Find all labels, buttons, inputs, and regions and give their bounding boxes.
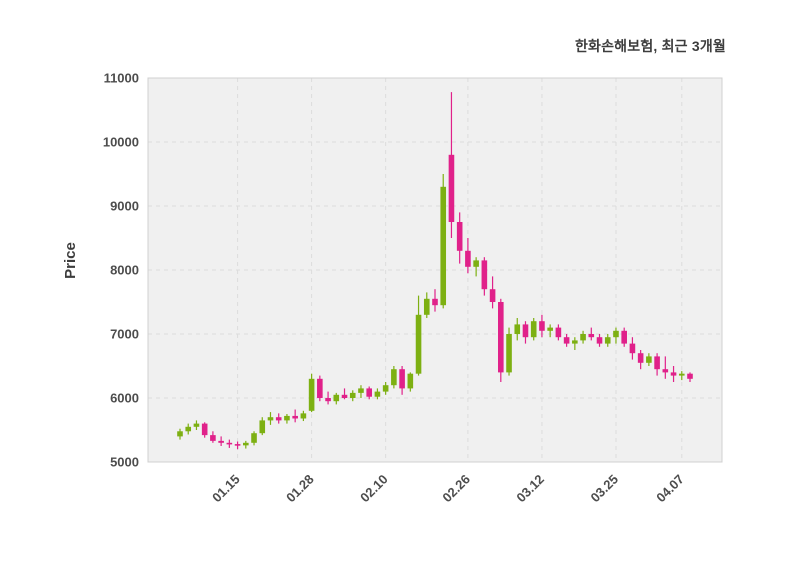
candle-body-up [382, 385, 389, 392]
candle-body-up [177, 431, 183, 437]
plot-border [147, 77, 723, 463]
candle-body-up [646, 356, 652, 363]
candle-body-down [210, 435, 216, 441]
candle-body-down [432, 298, 438, 306]
candle-body-up [423, 298, 430, 315]
candle-body-down [341, 394, 348, 398]
candle-body-up [440, 186, 447, 306]
candle-body-down [226, 442, 233, 445]
candle-body-down [596, 337, 603, 344]
candle-body-down [201, 423, 208, 436]
candle-body-up [284, 415, 290, 421]
candle-body-down [522, 324, 529, 338]
candle-body-down [555, 327, 562, 338]
candle-body-up [473, 260, 479, 267]
candle-body-down [588, 334, 595, 338]
candle-body-down [621, 330, 627, 344]
plot-background [148, 78, 722, 462]
x-tick-label: 01.28 [283, 472, 317, 506]
candle-body-up [185, 426, 192, 432]
candle-body-up [613, 330, 619, 338]
candle-body-up [374, 391, 381, 397]
candle-body-down [654, 356, 660, 370]
candle-body-up [358, 388, 364, 393]
y-tick-label: 5000 [110, 455, 139, 470]
candle-body-up [678, 373, 685, 376]
candle-body-up [259, 420, 266, 434]
candle-body-down [687, 373, 693, 379]
candle-body-up [514, 324, 521, 334]
candle-body-down [481, 260, 488, 290]
candle-body-down [399, 369, 405, 389]
candle-body-down [317, 378, 323, 398]
candle-body-up [547, 327, 553, 331]
x-tick-label: 03.12 [513, 472, 547, 506]
y-tick-label: 8000 [110, 263, 139, 278]
candle-body-down [498, 302, 504, 373]
y-tick-label: 10000 [103, 135, 139, 150]
candle-body-down [292, 415, 298, 419]
candle-body-down [448, 154, 455, 222]
y-tick-label: 11000 [104, 71, 139, 86]
candle-body-up [300, 413, 307, 419]
candle-body-up [251, 433, 257, 443]
candle-body-up [267, 417, 274, 421]
x-tick-label: 02.10 [357, 472, 391, 506]
candle-body-up [415, 314, 422, 374]
candle-body-up [506, 334, 512, 373]
candle-body-down [637, 353, 644, 363]
candle-body-up [572, 340, 578, 344]
x-tick-label: 02.26 [439, 472, 473, 506]
candle-body-up [580, 334, 586, 341]
x-tick-label: 03.25 [587, 472, 621, 506]
candle-body-up [604, 337, 611, 344]
candle-body-down [366, 388, 372, 397]
candle-body-up [308, 378, 315, 411]
y-tick-label: 9000 [110, 199, 139, 214]
candle-body-down [218, 440, 224, 443]
candle-body-down [456, 222, 463, 251]
candle-body-down [629, 343, 636, 354]
y-axis-label: Price [61, 242, 79, 279]
candle-body-down [275, 417, 282, 421]
candle-body-down [325, 398, 331, 402]
candle-body-up [333, 394, 340, 402]
candle-body-down [563, 337, 570, 344]
candle-body-up [193, 423, 200, 427]
candle-body-down [662, 369, 669, 373]
candle-body-up [530, 321, 537, 338]
candle-body-down [234, 444, 241, 446]
x-tick-label: 01.15 [209, 472, 243, 506]
candle-body-down [539, 321, 545, 331]
candle-body-up [349, 392, 356, 398]
candle-body-up [391, 369, 397, 386]
candle-body-down [465, 250, 471, 267]
y-tick-label: 6000 [110, 391, 139, 406]
candle-body-down [670, 372, 677, 376]
chart-title: 한화손해보험, 최근 3개월 [574, 38, 726, 54]
x-tick-label: 04.07 [653, 472, 687, 506]
candle-body-down [489, 289, 496, 302]
candle-body-up [407, 373, 414, 389]
y-tick-label: 7000 [110, 327, 139, 342]
candle-body-up [243, 442, 249, 446]
